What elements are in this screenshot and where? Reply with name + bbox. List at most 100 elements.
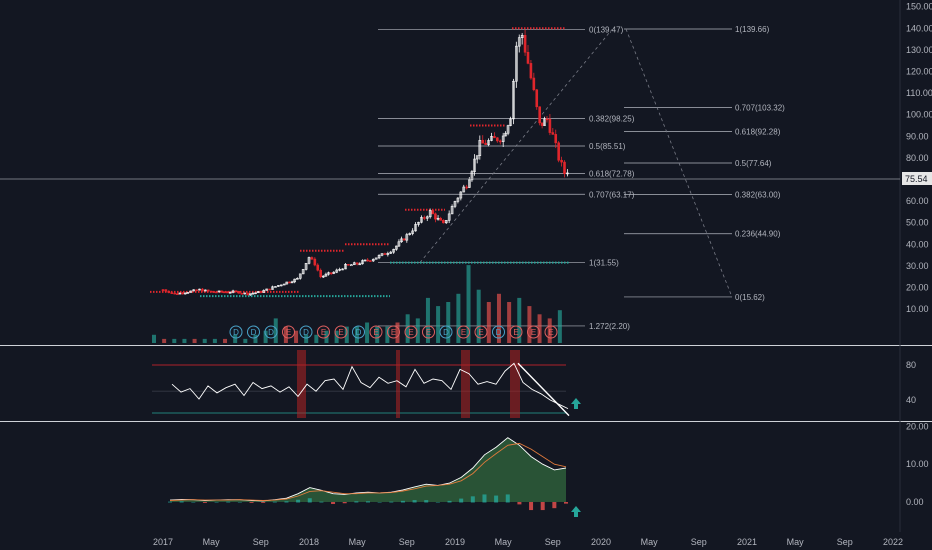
event-marker-earnings[interactable]: E xyxy=(527,325,540,339)
price-panel[interactable]: 0(139.47) 0.382(98.25) 0.5(85.51) 0.618(72.… xyxy=(150,25,785,343)
volume-bar xyxy=(233,334,238,343)
earnings-badge[interactable] xyxy=(317,325,330,339)
event-marker-label: E xyxy=(408,328,413,337)
candle-body xyxy=(405,234,409,241)
candle-body xyxy=(383,253,387,255)
earnings-badge[interactable] xyxy=(509,325,523,339)
candle-body xyxy=(380,253,384,256)
dividend-badge[interactable] xyxy=(264,325,278,339)
candle-body xyxy=(181,292,184,295)
event-marker-dividend[interactable]: D xyxy=(247,325,260,339)
earnings-badge[interactable] xyxy=(282,325,295,339)
event-marker-dividend[interactable]: D xyxy=(439,325,453,339)
candle-body xyxy=(557,142,560,161)
event-marker-earnings[interactable]: E xyxy=(474,325,488,339)
candle-body xyxy=(504,132,507,137)
dividend-badge[interactable] xyxy=(439,325,453,339)
time-axis[interactable]: 2017 May Sep 2018 May Sep 2019 May Sep 2020 May Sep… xyxy=(153,537,903,547)
event-marker-earnings[interactable]: E xyxy=(404,325,418,339)
dividend-badge[interactable] xyxy=(299,325,313,339)
earnings-badge[interactable] xyxy=(369,325,383,339)
earnings-badge[interactable] xyxy=(527,325,540,339)
event-marker-label: D xyxy=(233,328,239,337)
event-marker-label: E xyxy=(286,328,291,337)
price-tick-label: 30.00 xyxy=(906,261,929,271)
candle-body xyxy=(324,273,328,277)
dividend-badge[interactable] xyxy=(352,325,365,339)
candle-body xyxy=(543,118,546,126)
event-marker-earnings[interactable]: E xyxy=(422,325,435,339)
event-marker-label: E xyxy=(461,328,466,337)
candle-body xyxy=(358,263,362,266)
candle-body xyxy=(228,291,232,294)
volume-bar xyxy=(425,297,430,343)
volume-bar xyxy=(385,326,390,343)
event-marker-earnings[interactable]: E xyxy=(387,325,400,339)
overbought-highlight xyxy=(461,350,470,418)
candle-body xyxy=(223,291,226,294)
event-marker-earnings[interactable]: E xyxy=(509,325,523,339)
earnings-badge[interactable] xyxy=(457,325,470,339)
candle-body xyxy=(414,224,417,232)
event-marker-dividend[interactable]: D xyxy=(264,325,278,339)
volume-bar xyxy=(496,293,501,343)
macd-panel[interactable] xyxy=(168,437,581,517)
fib-level-label: 0.382(98.25) xyxy=(589,114,635,123)
candle-body xyxy=(431,210,435,215)
dividend-badge[interactable] xyxy=(229,325,243,339)
volume-bar xyxy=(405,314,410,343)
earnings-badge[interactable] xyxy=(544,325,558,339)
macd-histogram-bar xyxy=(424,500,429,503)
candle-body xyxy=(484,142,487,145)
event-marker-earnings[interactable]: E xyxy=(317,325,330,339)
event-marker-dividend[interactable]: D xyxy=(229,325,243,339)
event-marker-label: E xyxy=(373,328,378,337)
fib-extension-label: 1(139.66) xyxy=(735,25,770,34)
earnings-badge[interactable] xyxy=(387,325,400,339)
event-marker-label: D xyxy=(443,328,449,337)
event-marker-dividend[interactable]: D xyxy=(299,325,313,339)
event-marker-earnings[interactable]: E xyxy=(369,325,383,339)
event-marker-earnings[interactable]: E xyxy=(282,325,295,339)
event-marker-earnings[interactable]: E xyxy=(334,325,348,339)
candle-body xyxy=(529,63,533,79)
event-marker-dividend[interactable]: D xyxy=(492,325,505,339)
candle-body xyxy=(538,106,541,124)
candle-body xyxy=(442,219,445,224)
volume-bar xyxy=(517,297,522,343)
macd-histogram-bar xyxy=(459,498,464,503)
price-axis[interactable]: 10.0020.0030.0040.0050.0060.0070.0080.00… xyxy=(906,2,932,507)
candle-body xyxy=(389,251,393,254)
oscillator-panel[interactable] xyxy=(152,350,581,418)
candle-body xyxy=(288,281,291,284)
earnings-badge[interactable] xyxy=(422,325,435,339)
event-marker-earnings[interactable]: E xyxy=(544,325,558,339)
candle-body xyxy=(341,268,344,271)
candle-body xyxy=(417,221,420,225)
time-tick-label: May xyxy=(495,537,513,547)
earnings-badge[interactable] xyxy=(334,325,348,339)
fib-extension-label: 0.5(77.64) xyxy=(735,159,772,168)
candle-body xyxy=(212,291,216,293)
candle-body xyxy=(374,257,378,260)
event-marker-dividend[interactable]: D xyxy=(352,325,365,339)
macd-histogram-bar xyxy=(389,501,394,503)
macd-tick-label: 20.00 xyxy=(906,421,929,431)
time-tick-label: Sep xyxy=(691,537,707,547)
candle-body xyxy=(512,80,515,120)
dividend-badge[interactable] xyxy=(247,325,260,339)
volume-bar xyxy=(192,338,197,343)
earnings-badge[interactable] xyxy=(404,325,418,339)
candle-body xyxy=(369,260,372,262)
candle-body xyxy=(319,269,322,278)
candle-body xyxy=(198,288,201,291)
dividend-badge[interactable] xyxy=(492,325,505,339)
earnings-badge[interactable] xyxy=(474,325,488,339)
event-marker-earnings[interactable]: E xyxy=(457,325,470,339)
price-tick-label: 90.00 xyxy=(906,131,929,141)
price-tick-label: 80.00 xyxy=(906,153,929,163)
price-tick-label: 130.00 xyxy=(906,45,932,55)
time-tick-label: 2021 xyxy=(737,537,757,547)
